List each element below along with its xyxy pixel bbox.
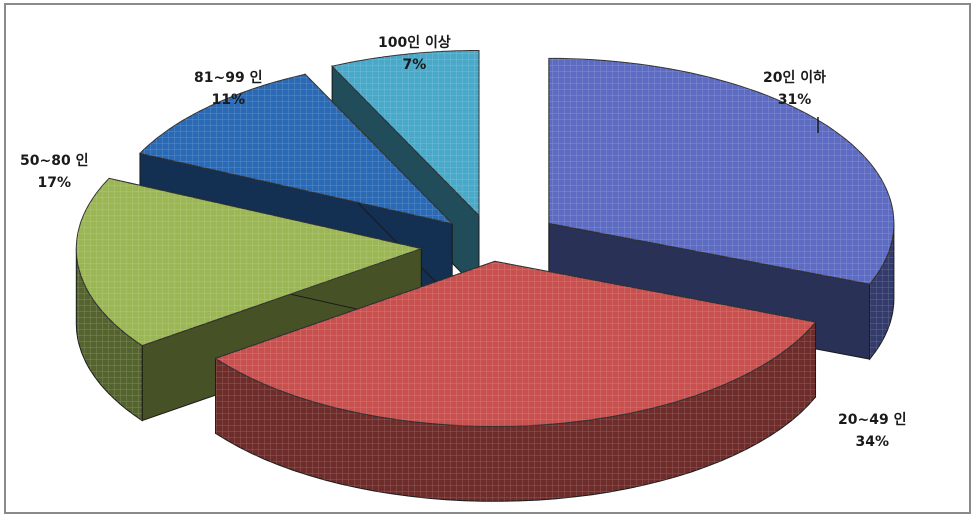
pie-tops [75, 50, 895, 427]
slice-percent: 31% [777, 92, 812, 108]
chart-frame: 20인 이하 31% 20~49 인 34% 50~80 인 17% 81~99… [4, 3, 971, 514]
slice-outer-wall-texture [76, 248, 143, 421]
slice-percent: 11% [211, 92, 245, 108]
slice-outer-wall-texture [215, 322, 816, 502]
slice-top-texture-4 [332, 50, 480, 216]
slice-top-texture-3 [139, 74, 453, 224]
slice-label-20-under: 20인 이하 31% [763, 67, 826, 111]
slice-top-texture-0 [548, 58, 894, 285]
slice-top-texture-2 [76, 178, 422, 346]
slice-name: 20~49 인 [838, 412, 907, 428]
slice-name: 100인 이상 [378, 35, 451, 51]
pie-chart [75, 50, 895, 502]
slice-label-100-over: 100인 이상 7% [378, 32, 451, 76]
slice-percent: 17% [37, 175, 71, 191]
slice-top-texture-1 [215, 261, 816, 427]
slice-label-50-80: 50~80 인 17% [20, 150, 88, 194]
slice-label-81-99: 81~99 인 11% [194, 67, 262, 111]
slice-percent: 7% [402, 57, 427, 73]
slice-outer-wall-texture [869, 223, 894, 360]
slice-name: 81~99 인 [194, 70, 263, 86]
slice-name: 50~80 인 [20, 153, 89, 169]
slice-name: 20인 이하 [763, 70, 826, 86]
slice-label-20-49: 20~49 인 34% [838, 409, 906, 453]
slice-percent: 34% [855, 434, 889, 450]
